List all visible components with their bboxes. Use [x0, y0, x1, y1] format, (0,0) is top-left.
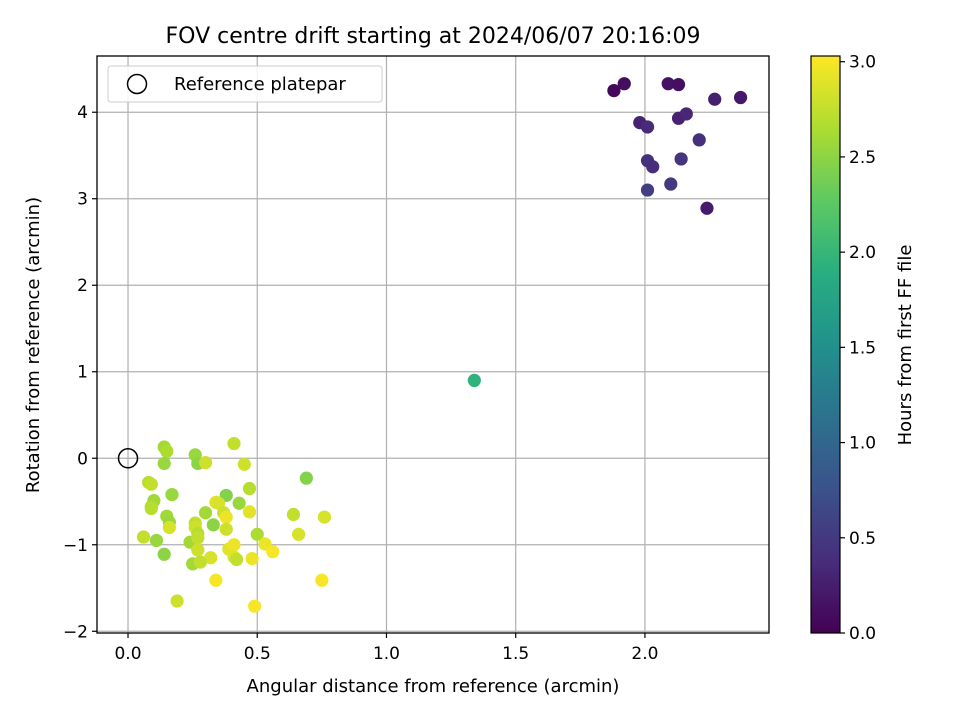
data-point: [607, 84, 621, 98]
data-point: [317, 510, 332, 524]
data-point: [206, 518, 220, 532]
data-point: [315, 573, 329, 587]
data-point: [198, 455, 213, 470]
y-tick-label: 2: [77, 276, 88, 296]
data-point: [219, 522, 233, 536]
data-point: [144, 501, 158, 516]
legend-entry-label: Reference platepar: [174, 74, 346, 95]
x-tick-label: 1.0: [373, 644, 400, 664]
colorbar-tick-label: 0.5: [849, 529, 876, 549]
data-point: [661, 77, 675, 91]
data-point: [191, 531, 205, 545]
x-tick-label: 0.0: [114, 644, 141, 664]
data-point: [248, 599, 262, 613]
data-point: [144, 477, 158, 491]
data-point: [733, 90, 748, 105]
data-point: [160, 444, 174, 458]
y-axis-label: Rotation from reference (arcmin): [23, 197, 44, 493]
data-point: [136, 530, 151, 544]
colorbar-ticks: 0.0 0.5 1.0 1.5 2.0 2.5 3.0: [840, 53, 876, 644]
grid-lines: [97, 56, 769, 633]
data-point: [162, 520, 176, 535]
chart-title: FOV centre drift starting at 2024/06/07 …: [166, 24, 701, 49]
colorbar: 0.0 0.5 1.0 1.5 2.0 2.5 3.0 Hours from first F…: [810, 53, 916, 644]
data-point: [227, 436, 241, 451]
data-point: [198, 506, 213, 520]
x-axis: 0.0 0.5 1.0 1.5 2.0: [114, 633, 658, 664]
data-point: [157, 456, 171, 471]
data-point: [664, 177, 678, 191]
data-point: [245, 552, 259, 566]
data-point: [242, 505, 257, 519]
data-point: [299, 471, 313, 485]
data-point: [266, 545, 280, 559]
data-point: [227, 538, 241, 552]
data-point: [640, 183, 655, 197]
data-point: [191, 543, 205, 557]
data-point: [242, 481, 257, 496]
data-point: [157, 547, 171, 561]
x-tick-label: 1.5: [502, 644, 529, 664]
colorbar-tick-label: 0.0: [849, 624, 876, 644]
colorbar-gradient: [810, 55, 841, 634]
legend: Reference platepar: [107, 65, 383, 103]
data-point: [286, 507, 301, 522]
data-point: [250, 527, 264, 541]
data-point: [209, 573, 223, 587]
data-point: [640, 120, 655, 134]
data-point: [204, 551, 218, 565]
y-tick-label: −1: [63, 536, 88, 556]
x-tick-label: 2.0: [631, 644, 658, 664]
data-point: [237, 457, 251, 471]
x-axis-label: Angular distance from reference (arcmin): [247, 676, 620, 697]
colorbar-tick-label: 2.0: [849, 243, 876, 263]
x-tick-label: 0.5: [244, 644, 271, 664]
data-point: [165, 487, 179, 502]
data-point: [674, 152, 688, 166]
data-point: [229, 552, 244, 567]
data-point: [671, 77, 686, 92]
y-tick-label: 1: [77, 363, 88, 383]
data-point: [467, 373, 481, 388]
legend-reference-marker: [126, 73, 148, 95]
data-points: [117, 77, 748, 613]
data-point: [149, 533, 164, 548]
colorbar-tick-label: 1.0: [849, 434, 876, 454]
y-tick-label: 0: [77, 449, 88, 469]
legend-box: [107, 65, 383, 103]
data-point: [219, 510, 233, 524]
data-point: [170, 594, 184, 608]
y-tick-label: 3: [77, 190, 88, 210]
y-tick-label: 4: [77, 103, 88, 123]
data-point: [646, 160, 660, 174]
colorbar-tick-label: 3.0: [849, 53, 876, 73]
y-axis: −2 −1 0 1 2 3 4: [63, 103, 97, 642]
data-point: [708, 92, 722, 106]
reference-platepar-marker: [117, 448, 139, 469]
data-point: [193, 555, 207, 569]
colorbar-label: Hours from first FF file: [895, 245, 916, 446]
data-point: [617, 77, 631, 91]
data-point: [692, 133, 706, 147]
data-point: [679, 107, 693, 121]
data-point: [700, 201, 714, 215]
data-point: [232, 496, 246, 510]
data-point: [292, 527, 306, 541]
colorbar-tick-label: 1.5: [849, 338, 876, 358]
y-tick-label: −2: [63, 622, 88, 642]
plot-frame: [96, 55, 770, 634]
colorbar-tick-label: 2.5: [849, 148, 876, 168]
